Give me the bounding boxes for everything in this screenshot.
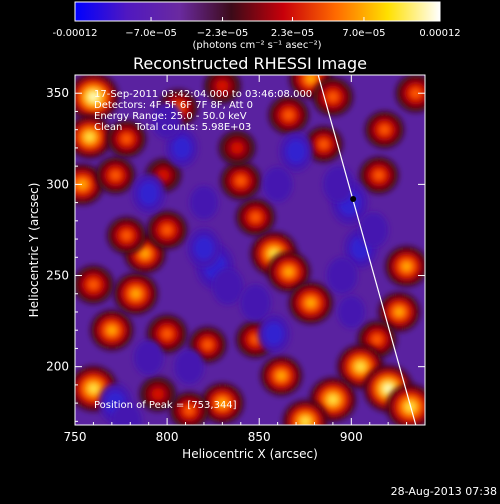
intensity-blob: [395, 75, 425, 113]
intensity-blob: [267, 251, 311, 293]
time-range-annotation: 17-Sep-2011 03:42:04.000 to 03:46:08.000: [94, 89, 312, 100]
intensity-blob: [212, 267, 244, 305]
intensity-blob: [262, 166, 293, 203]
footer-timestamp: 28-Aug-2013 07:38: [390, 485, 497, 498]
intensity-blob: [132, 173, 166, 214]
colorbar-tick-label: 0.00012: [419, 28, 460, 39]
axis-ticks: 750 800 850 900 200 250 300 350: [46, 75, 425, 444]
intensity-blob: [337, 295, 365, 329]
intensity-blob: [312, 77, 354, 117]
intensity-blob: [282, 399, 328, 425]
colorbar-unit-label: (photons cm⁻² s⁻¹ asec⁻²): [192, 40, 321, 51]
y-tick-label: 250: [46, 269, 69, 283]
colorbar-tick-label: −7.0e−05: [125, 28, 177, 39]
x-tick-label: 900: [340, 430, 363, 444]
intensity-blob: [75, 265, 114, 304]
intensity-blob: [378, 292, 421, 332]
intensity-blob: [107, 216, 147, 255]
intensity-blob: [146, 314, 188, 354]
intensity-blob: [235, 198, 276, 236]
intensity-blob: [326, 257, 358, 295]
intensity-blob: [113, 272, 158, 315]
intensity-blob: [200, 382, 244, 424]
intensity-blob: [189, 185, 219, 220]
intensity-blob: [187, 228, 221, 269]
x-tick-label: 850: [248, 430, 271, 444]
intensity-blob: [218, 130, 256, 166]
intensity-blob: [139, 376, 177, 412]
colorbar-tick-label: 2.3e−05: [271, 28, 314, 39]
intensity-blob: [304, 126, 343, 163]
x-tick-label: 800: [156, 430, 179, 444]
intensity-blob: [75, 115, 113, 159]
y-tick-label: 300: [46, 177, 69, 191]
detectors-annotation: Detectors: 4F 5F 6F 7F 8F, Att 0: [94, 100, 253, 111]
intensity-blob: [133, 339, 164, 376]
intensity-blob: [358, 212, 389, 248]
intensity-blob: [279, 131, 313, 172]
energy-range-annotation: Energy Range: 25.0 - 50.0 keV: [94, 111, 247, 122]
intensity-blob: [90, 309, 134, 351]
intensity-blob: [385, 246, 425, 287]
intensity-blob: [288, 281, 333, 324]
colorbar-ticks: -0.00012 −7.0e−05 −2.3e−05 2.3e−05 7.0e−05 0.…: [53, 17, 461, 39]
intensity-blob: [107, 120, 147, 158]
intensity-blob: [220, 161, 261, 200]
intensity-blob: [95, 156, 136, 194]
intensity-blob: [268, 95, 309, 135]
colorbar-tick-label: -0.00012: [53, 28, 98, 39]
y-axis-label: Heliocentric Y (arcsec): [27, 183, 41, 318]
y-tick-label: 200: [46, 360, 69, 374]
intensity-blob: [146, 210, 188, 250]
intensity-blob: [364, 111, 405, 149]
intensity-blob: [257, 314, 290, 354]
intensity-blob: [75, 75, 119, 121]
colorbar: [74, 1, 441, 22]
intensity-blob: [174, 348, 205, 385]
intensity-blob: [165, 128, 198, 168]
peak-marker: [350, 195, 357, 202]
plot-overlay: [317, 75, 417, 425]
colorbar-tick-label: −2.3e−05: [197, 28, 249, 39]
x-tick-label: 750: [64, 430, 87, 444]
chart-title: Reconstructed RHESSI Image: [133, 54, 367, 73]
x-axis-label: Heliocentric X (arcsec): [182, 447, 318, 461]
intensity-blob: [204, 75, 241, 104]
intensity-blob: [359, 156, 399, 194]
intensity-blob: [240, 284, 271, 322]
intensity-blob: [260, 355, 303, 396]
solar-limb-line: [317, 75, 417, 425]
y-tick-label: 350: [46, 86, 69, 100]
peak-position-annotation: Position of Peak = [753,344]: [94, 400, 237, 411]
intensity-blob: [111, 402, 142, 425]
plot-frame: [74, 74, 426, 426]
intensity-blob: [151, 102, 183, 140]
intensity-blob: [169, 391, 209, 425]
colorbar-tick-label: 7.0e−05: [342, 28, 385, 39]
heatmap-image: [75, 75, 425, 425]
clean-counts-annotation: Clean Total counts: 5.98E+03: [94, 122, 251, 133]
